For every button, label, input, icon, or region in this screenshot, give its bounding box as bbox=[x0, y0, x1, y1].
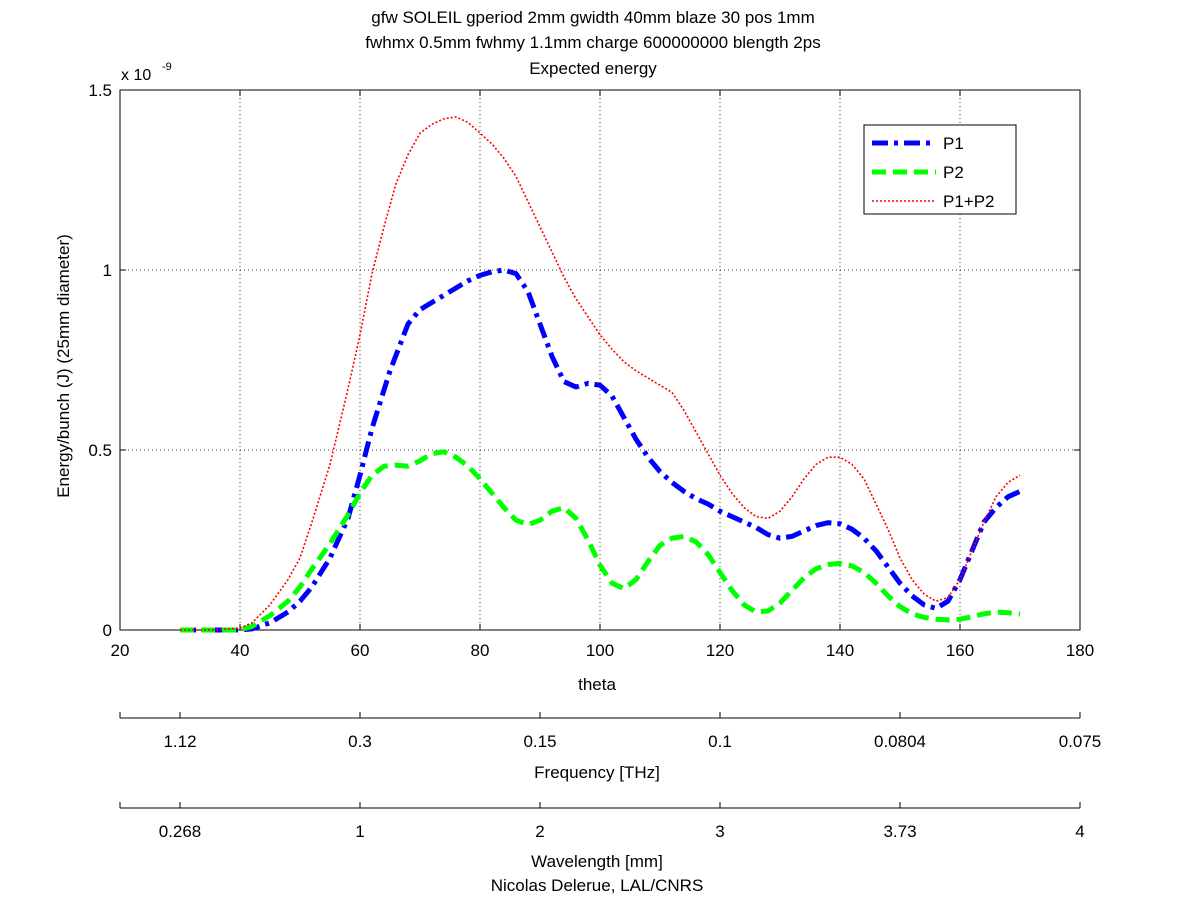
chart-title-line-1: gfw SOLEIL gperiod 2mm gwidth 40mm blaze… bbox=[371, 8, 814, 27]
x-tick-label: 20 bbox=[111, 641, 130, 660]
wavelength-axis-label: Wavelength [mm] bbox=[531, 852, 663, 871]
frequency-axis-label: Frequency [THz] bbox=[534, 763, 660, 782]
y-tick-label: 1 bbox=[103, 261, 112, 280]
legend: P1 P2 P1+P2 bbox=[863, 124, 1017, 215]
y-tick-label: 1.5 bbox=[88, 81, 112, 100]
series-line-p2 bbox=[180, 449, 1021, 633]
legend-label-p1p2: P1+P2 bbox=[943, 192, 995, 211]
secondary-tick-label: 3.73 bbox=[883, 822, 916, 841]
credit-text: Nicolas Delerue, LAL/CNRS bbox=[491, 876, 704, 895]
frequency-axis-ticks: 1.12 0.3 0.15 0.1 0.0804 0.075 bbox=[119, 712, 1102, 751]
x-tick-label: 180 bbox=[1066, 641, 1094, 660]
chart-title-line-3: Expected energy bbox=[529, 59, 657, 78]
secondary-tick-label: 0.1 bbox=[708, 732, 732, 751]
axis-ticks bbox=[119, 89, 1081, 631]
secondary-tick-label: 0.0804 bbox=[874, 732, 926, 751]
series-line-p1 bbox=[180, 267, 1022, 633]
x-tick-label: 140 bbox=[826, 641, 854, 660]
secondary-tick-label: 0.268 bbox=[159, 822, 202, 841]
secondary-tick-label: 1.12 bbox=[163, 732, 196, 751]
y-exponent-label: x 10 bbox=[121, 67, 151, 84]
frequency-axis: 1.12 0.3 0.15 0.1 0.0804 0.075 Frequency [THz… bbox=[119, 712, 1102, 782]
y-tick-label: 0.5 bbox=[88, 441, 112, 460]
legend-box bbox=[863, 124, 1017, 215]
secondary-tick-label: 0.3 bbox=[348, 732, 372, 751]
series-line-p1-plus-p2 bbox=[180, 116, 1021, 631]
x-tick-label: 80 bbox=[471, 641, 490, 660]
secondary-tick-label: 3 bbox=[715, 822, 724, 841]
legend-label-p2: P2 bbox=[943, 163, 964, 182]
y-tick-label: 0 bbox=[103, 621, 112, 640]
y-exponent-power: -9 bbox=[162, 61, 172, 73]
series-layer bbox=[180, 116, 1022, 633]
x-tick-label: 40 bbox=[231, 641, 250, 660]
wavelength-axis-ticks: 0.268 1 2 3 3.73 4 bbox=[119, 802, 1085, 841]
x-tick-label: 160 bbox=[946, 641, 974, 660]
secondary-tick-label: 2 bbox=[535, 822, 544, 841]
grid-layer bbox=[120, 90, 1080, 630]
chart-title-line-2: fwhmx 0.5mm fwhmy 1.1mm charge 600000000… bbox=[365, 33, 820, 52]
x-axis-label: theta bbox=[578, 675, 616, 694]
x-tick-labels: 20 40 60 80 100 120 140 160 180 bbox=[111, 641, 1095, 660]
secondary-tick-label: 1 bbox=[355, 822, 364, 841]
y-tick-labels: 0 0.5 1 1.5 bbox=[88, 81, 112, 640]
x-tick-label: 60 bbox=[351, 641, 370, 660]
secondary-tick-label: 4 bbox=[1075, 822, 1084, 841]
y-axis-label: Energy/bunch (J) (25mm diameter) bbox=[54, 234, 73, 498]
secondary-tick-label: 0.15 bbox=[523, 732, 556, 751]
wavelength-axis: 0.268 1 2 3 3.73 4 Wavelength [mm] bbox=[119, 802, 1085, 871]
x-tick-label: 120 bbox=[706, 641, 734, 660]
secondary-tick-label: 0.075 bbox=[1059, 732, 1102, 751]
legend-label-p1: P1 bbox=[943, 134, 964, 153]
x-tick-label: 100 bbox=[586, 641, 614, 660]
